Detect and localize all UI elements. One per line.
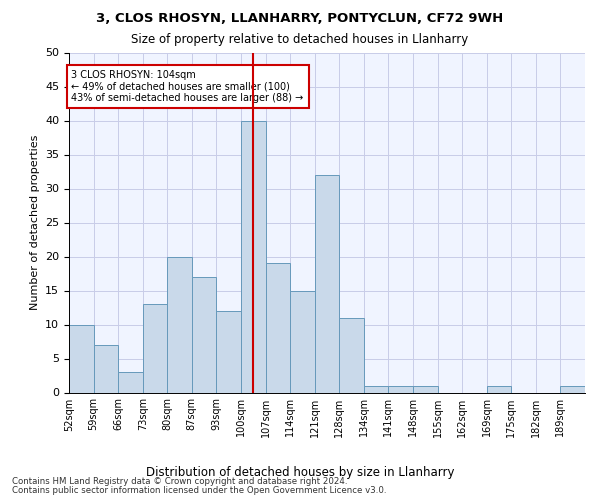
Bar bbox=[94, 345, 118, 393]
Bar bbox=[290, 290, 315, 392]
Bar bbox=[118, 372, 143, 392]
Text: Contains public sector information licensed under the Open Government Licence v3: Contains public sector information licen… bbox=[12, 486, 386, 495]
Text: Distribution of detached houses by size in Llanharry: Distribution of detached houses by size … bbox=[146, 466, 454, 479]
Bar bbox=[192, 277, 217, 392]
Bar bbox=[339, 318, 364, 392]
Text: Contains HM Land Registry data © Crown copyright and database right 2024.: Contains HM Land Registry data © Crown c… bbox=[12, 477, 347, 486]
Bar bbox=[266, 264, 290, 392]
Bar bbox=[560, 386, 585, 392]
Y-axis label: Number of detached properties: Number of detached properties bbox=[29, 135, 40, 310]
Text: 3 CLOS RHOSYN: 104sqm
← 49% of detached houses are smaller (100)
43% of semi-det: 3 CLOS RHOSYN: 104sqm ← 49% of detached … bbox=[71, 70, 304, 102]
Bar bbox=[217, 311, 241, 392]
Text: 3, CLOS RHOSYN, LLANHARRY, PONTYCLUN, CF72 9WH: 3, CLOS RHOSYN, LLANHARRY, PONTYCLUN, CF… bbox=[97, 12, 503, 26]
Bar bbox=[143, 304, 167, 392]
Bar bbox=[487, 386, 511, 392]
Bar bbox=[364, 386, 388, 392]
Text: Size of property relative to detached houses in Llanharry: Size of property relative to detached ho… bbox=[131, 32, 469, 46]
Bar bbox=[167, 256, 192, 392]
Bar bbox=[388, 386, 413, 392]
Bar bbox=[315, 175, 339, 392]
Bar bbox=[241, 120, 266, 392]
Bar bbox=[69, 324, 94, 392]
Bar bbox=[413, 386, 437, 392]
